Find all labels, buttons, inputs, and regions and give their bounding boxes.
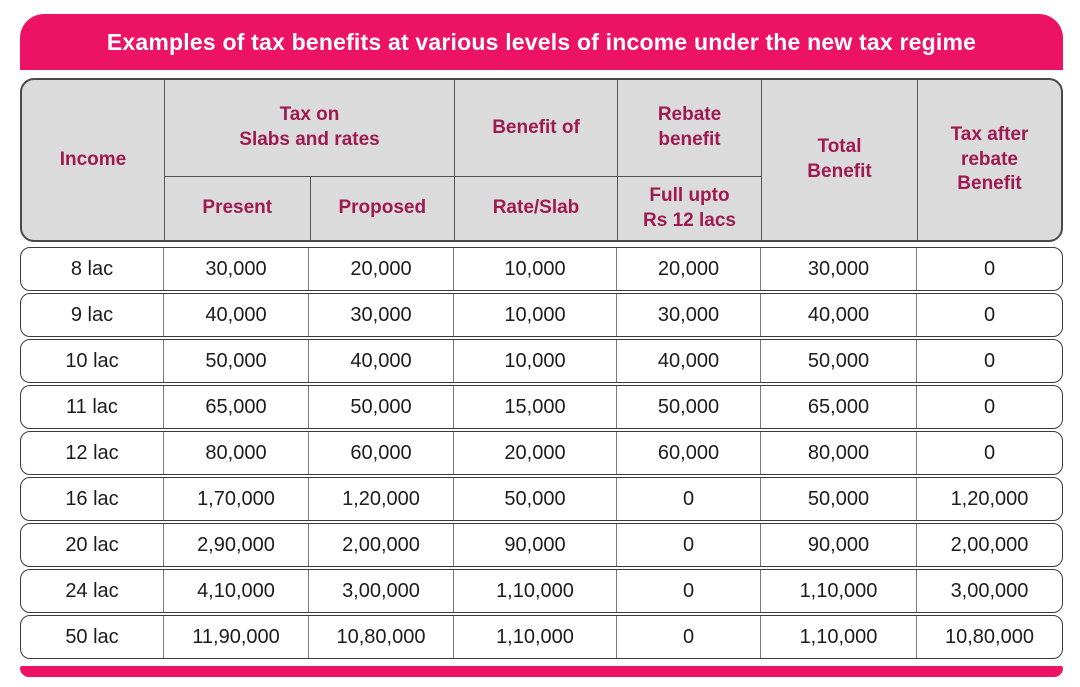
value-cell: 50,000 xyxy=(760,478,916,520)
value-cell: 0 xyxy=(616,616,760,658)
value-cell: 15,000 xyxy=(453,386,616,428)
value-cell: 1,10,000 xyxy=(760,570,916,612)
income-cell: 16 lac xyxy=(65,487,119,510)
table-row: 10 lac 50,000 40,000 10,000 40,000 50,000 0 xyxy=(20,339,1063,383)
value-cell: 10,80,000 xyxy=(916,616,1062,658)
value-cell: 40,000 xyxy=(308,340,453,382)
value-cell: 20,000 xyxy=(453,432,616,474)
value-cell: 30,000 xyxy=(308,294,453,336)
value-cell: 0 xyxy=(616,570,760,612)
value-cell: 0 xyxy=(916,432,1062,474)
table-row: 12 lac 80,000 60,000 20,000 60,000 80,000 0 xyxy=(20,431,1063,475)
value-cell: 3,00,000 xyxy=(916,570,1062,612)
header-tax-on-slabs: Tax on Slabs and rates xyxy=(165,80,454,177)
value-cell: 80,000 xyxy=(163,432,308,474)
header-group-tax-on-slabs: Tax on Slabs and rates Present Proposed xyxy=(164,80,454,240)
header-tax-after-rebate: Tax after rebate Benefit xyxy=(917,80,1061,240)
value-cell: 60,000 xyxy=(308,432,453,474)
income-cell: 8 lac xyxy=(70,257,114,280)
table-row: 50 lac 11,90,000 10,80,000 1,10,000 0 1,10,00… xyxy=(20,615,1063,659)
title-banner: Examples of tax benefits at various leve… xyxy=(20,14,1063,70)
value-cell: 90,000 xyxy=(760,524,916,566)
header-present: Present xyxy=(202,197,273,219)
value-cell: 10,000 xyxy=(453,294,616,336)
value-cell: 50,000 xyxy=(163,340,308,382)
value-cell: 4,10,000 xyxy=(163,570,308,612)
value-cell: 50,000 xyxy=(453,478,616,520)
value-cell: 50,000 xyxy=(760,340,916,382)
value-cell: 90,000 xyxy=(453,524,616,566)
header-group-benefit-of: Benefit of Rate/Slab xyxy=(454,80,617,240)
value-cell: 11,90,000 xyxy=(163,616,308,658)
table-row: 11 lac 65,000 50,000 15,000 50,000 65,000 0 xyxy=(20,385,1063,429)
table-row: 8 lac 30,000 20,000 10,000 20,000 30,000 0 xyxy=(20,247,1063,291)
value-cell: 50,000 xyxy=(308,386,453,428)
table-header: Income Tax on Slabs and rates Present Pr… xyxy=(20,78,1063,242)
value-cell: 2,00,000 xyxy=(308,524,453,566)
value-cell: 40,000 xyxy=(163,294,308,336)
value-cell: 10,80,000 xyxy=(308,616,453,658)
header-rebate-benefit: Rebate benefit xyxy=(618,80,761,177)
value-cell: 0 xyxy=(916,386,1062,428)
header-group-rebate: Rebate benefit Full upto Rs 12 lacs xyxy=(617,80,761,240)
value-cell: 30,000 xyxy=(760,248,916,290)
value-cell: 20,000 xyxy=(616,248,760,290)
value-cell: 10,000 xyxy=(453,340,616,382)
income-cell: 24 lac xyxy=(65,579,119,602)
table-body: 8 lac 30,000 20,000 10,000 20,000 30,000 0 9 la… xyxy=(20,247,1063,659)
header-total-benefit: Total Benefit xyxy=(761,80,917,240)
value-cell: 1,20,000 xyxy=(308,478,453,520)
income-cell: 50 lac xyxy=(65,625,119,648)
value-cell: 0 xyxy=(616,524,760,566)
bottom-accent-bar xyxy=(20,666,1063,677)
value-cell: 1,10,000 xyxy=(453,570,616,612)
header-rate-slab: Rate/Slab xyxy=(492,197,580,219)
value-cell: 0 xyxy=(916,340,1062,382)
income-cell: 20 lac xyxy=(65,533,119,556)
value-cell: 30,000 xyxy=(616,294,760,336)
value-cell: 40,000 xyxy=(760,294,916,336)
header-income: Income xyxy=(59,148,127,170)
income-cell: 12 lac xyxy=(65,441,119,464)
value-cell: 60,000 xyxy=(616,432,760,474)
value-cell: 40,000 xyxy=(616,340,760,382)
value-cell: 10,000 xyxy=(453,248,616,290)
table-row: 16 lac 1,70,000 1,20,000 50,000 0 50,000 1,20,… xyxy=(20,477,1063,521)
value-cell: 2,90,000 xyxy=(163,524,308,566)
value-cell: 65,000 xyxy=(760,386,916,428)
value-cell: 1,10,000 xyxy=(453,616,616,658)
value-cell: 1,10,000 xyxy=(760,616,916,658)
value-cell: 1,70,000 xyxy=(163,478,308,520)
table-row: 24 lac 4,10,000 3,00,000 1,10,000 0 1,10,000 3… xyxy=(20,569,1063,613)
income-cell: 9 lac xyxy=(70,303,114,326)
value-cell: 3,00,000 xyxy=(308,570,453,612)
value-cell: 0 xyxy=(916,248,1062,290)
value-cell: 0 xyxy=(916,294,1062,336)
income-cell: 10 lac xyxy=(65,349,119,372)
infographic: Examples of tax benefits at various leve… xyxy=(20,14,1063,677)
value-cell: 50,000 xyxy=(616,386,760,428)
table-row: 20 lac 2,90,000 2,00,000 90,000 0 90,000 2,00,… xyxy=(20,523,1063,567)
value-cell: 80,000 xyxy=(760,432,916,474)
value-cell: 0 xyxy=(616,478,760,520)
header-full-upto: Full upto Rs 12 lacs xyxy=(643,184,736,231)
income-cell: 11 lac xyxy=(66,395,118,418)
value-cell: 20,000 xyxy=(308,248,453,290)
header-proposed: Proposed xyxy=(309,177,455,240)
value-cell: 1,20,000 xyxy=(916,478,1062,520)
page-title: Examples of tax benefits at various leve… xyxy=(106,28,977,55)
value-cell: 65,000 xyxy=(163,386,308,428)
header-benefit-of: Benefit of xyxy=(455,80,617,177)
value-cell: 2,00,000 xyxy=(916,524,1062,566)
table-row: 9 lac 40,000 30,000 10,000 30,000 40,000 0 xyxy=(20,293,1063,337)
value-cell: 30,000 xyxy=(163,248,308,290)
